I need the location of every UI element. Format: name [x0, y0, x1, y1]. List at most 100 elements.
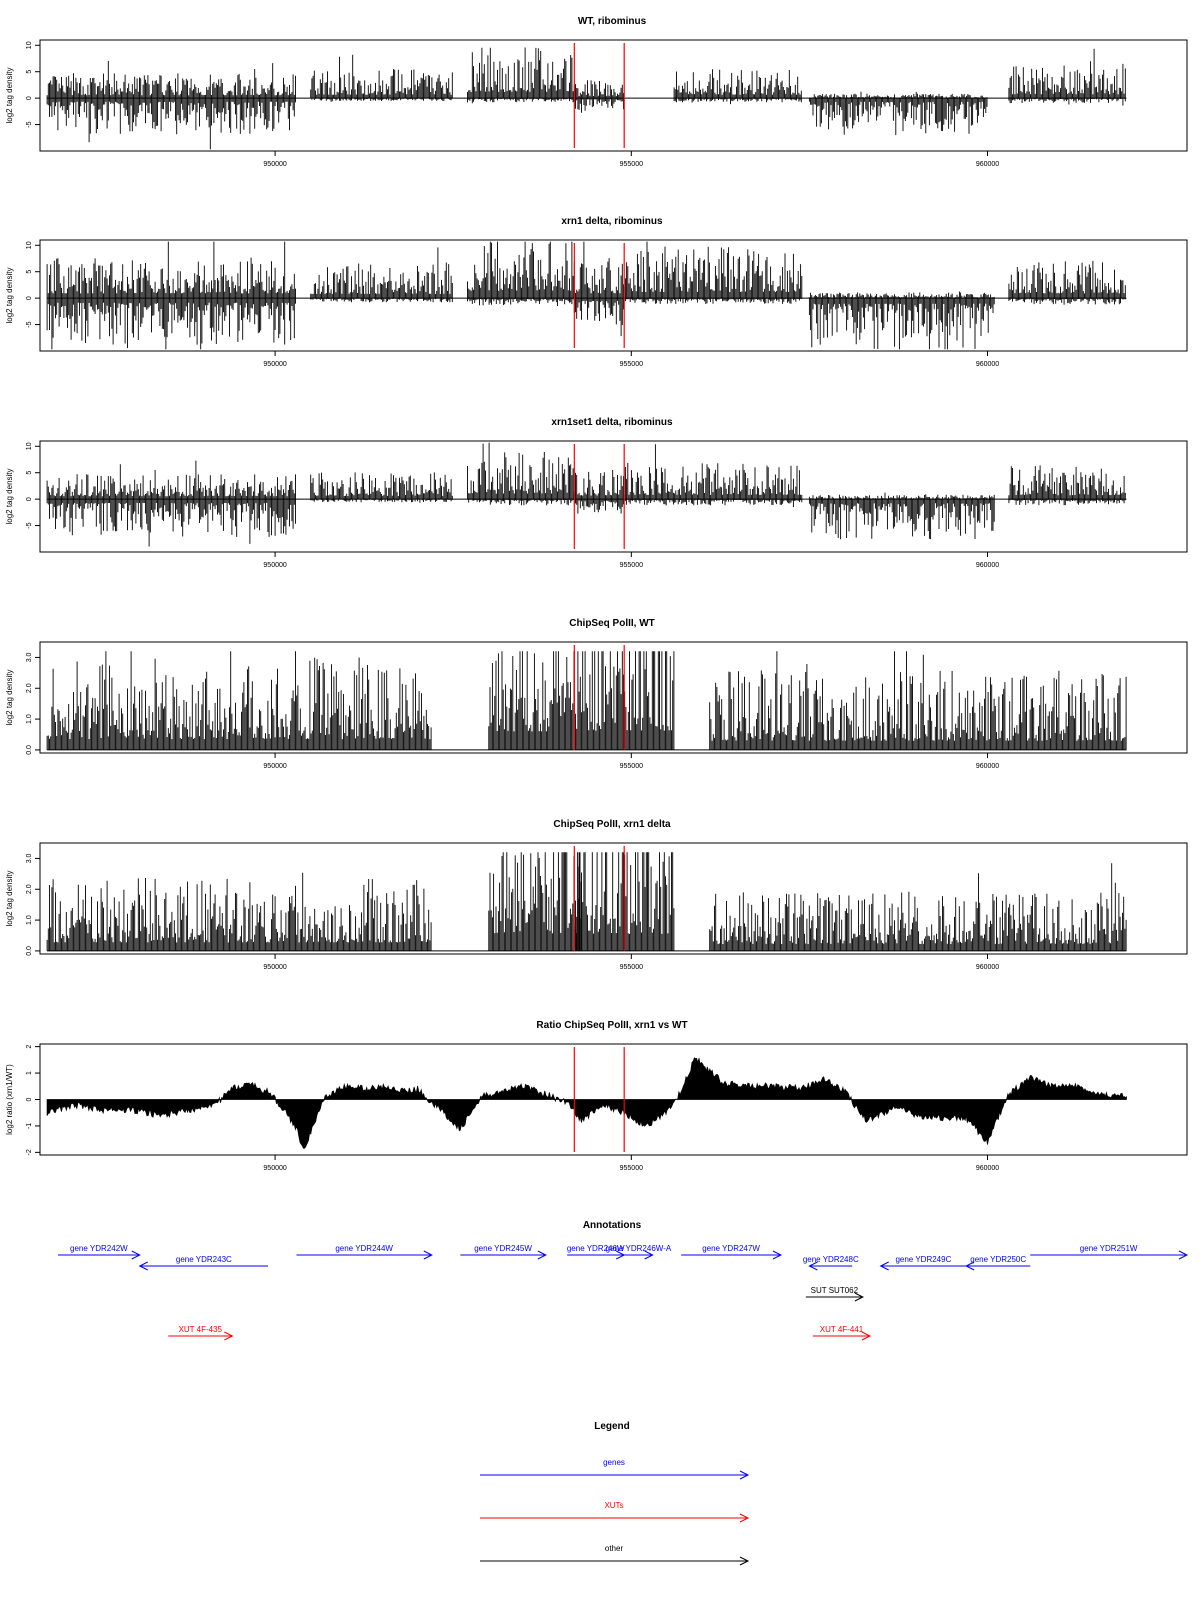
- x-tick-label: 950000: [263, 763, 286, 770]
- x-axis: 950000 955000 960000: [263, 753, 999, 770]
- y-tick-label: 5: [26, 70, 33, 74]
- annotation-feature: XUT 4F-435: [168, 1325, 234, 1341]
- annotation-label: gene YDR247W: [702, 1244, 760, 1253]
- annotation-label: XUT 4F-441: [820, 1325, 864, 1334]
- y-tick-label: 10: [26, 241, 33, 249]
- arrow-head: [224, 1331, 234, 1341]
- x-tick-label: 950000: [263, 361, 286, 368]
- y-axis-label: log2 tag density: [5, 870, 14, 926]
- x-tick-label: 955000: [620, 1165, 643, 1172]
- legend-item: XUTs: [480, 1501, 750, 1523]
- y-tick-label: 0: [26, 96, 33, 100]
- y-axis: -5 0 5 10: [26, 41, 40, 128]
- y-tick-label: 1: [26, 1071, 33, 1075]
- signal-bars: [46, 872, 432, 951]
- y-tick-label: -5: [26, 121, 33, 127]
- x-tick-label: 955000: [620, 161, 643, 168]
- y-tick-label: 10: [26, 442, 33, 450]
- y-tick-label: 1.0: [26, 714, 33, 724]
- plot-area: [46, 645, 1127, 751]
- signal-bars: [573, 241, 624, 337]
- arrow-head: [808, 1261, 818, 1271]
- signal-segment: [1008, 48, 1126, 106]
- y-axis-label: log2 tag density: [5, 669, 14, 725]
- annotation-label: SUT SUT062: [811, 1286, 859, 1295]
- y-axis: -5 0 5 10: [26, 442, 40, 529]
- signal-segment: [709, 863, 1127, 951]
- signal-bars: [46, 460, 296, 547]
- x-axis: 950000 955000 960000: [263, 1155, 999, 1172]
- x-tick-label: 950000: [263, 161, 286, 168]
- y-tick-label: 0: [26, 497, 33, 501]
- signal-segment: [310, 472, 453, 503]
- annotation-feature: gene YDR251W: [1030, 1244, 1189, 1260]
- track-panel: WT, ribominus log2 tag density -5 0 5 10 95000…: [5, 16, 1188, 168]
- y-axis: 0.0 1.0 2.0 3.0: [26, 652, 40, 755]
- arrow-head: [739, 1470, 750, 1480]
- signal-segment: [808, 291, 995, 350]
- signal-segment: [310, 247, 453, 303]
- signal-bars: [46, 61, 296, 150]
- legend-title: Legend: [594, 1421, 630, 1432]
- signal-segment: [573, 80, 624, 113]
- track-panel: xrn1set1 delta, ribominus log2 tag densit…: [5, 417, 1188, 569]
- signal-segment: [46, 460, 296, 547]
- y-tick-label: 10: [26, 41, 33, 49]
- legend-label: other: [605, 1544, 624, 1553]
- plot-frame: [39, 440, 1188, 553]
- annotation-label: gene YDR250C: [970, 1255, 1026, 1264]
- plot-area: [46, 1047, 1127, 1152]
- annotation-feature: XUT 4F-441: [812, 1325, 872, 1341]
- y-tick-label: 3.0: [26, 652, 33, 662]
- arrow-head: [423, 1250, 433, 1260]
- annotation-label: gene YDR251W: [1080, 1244, 1138, 1253]
- x-tick-label: 950000: [263, 1165, 286, 1172]
- signal-bars: [488, 852, 582, 951]
- signal-bars: [623, 241, 803, 304]
- signal-bars: [467, 241, 575, 306]
- ratio-area: [46, 1057, 1127, 1149]
- plot-area: [46, 43, 1127, 150]
- signal-segment: [573, 241, 624, 337]
- track-panel: Ratio ChipSeq PolII, xrn1 vs WT log2 rati…: [5, 1020, 1188, 1172]
- signal-segment: [46, 241, 296, 350]
- legend-label: genes: [603, 1458, 625, 1467]
- arrow-head: [854, 1292, 864, 1302]
- y-tick-label: 0.0: [26, 946, 33, 956]
- signal-bars: [46, 241, 296, 350]
- y-axis: -5 0 5 10: [26, 241, 40, 328]
- signal-segment: [488, 651, 575, 750]
- y-tick-label: -5: [26, 522, 33, 528]
- track-panel: ChipSeq PolII, WT log2 tag density 0.0 1.0 2…: [5, 618, 1188, 770]
- y-tick-label: 3.0: [26, 853, 33, 863]
- signal-segment: [46, 61, 296, 150]
- plot-frame: [39, 842, 1188, 955]
- y-tick-label: 2: [26, 1045, 33, 1049]
- panel-title: ChipSeq PolII, WT: [569, 618, 655, 629]
- legend-label: XUTs: [604, 1501, 623, 1510]
- y-axis-label: log2 tag density: [5, 267, 14, 323]
- signal-bars: [467, 47, 575, 104]
- annotation-feature: gene YDR246W: [567, 1244, 626, 1260]
- signal-bars: [709, 863, 1127, 951]
- signal-bars: [808, 291, 995, 350]
- signal-segment: [467, 47, 575, 104]
- annotation-label: gene YDR249C: [895, 1255, 951, 1264]
- x-tick-label: 960000: [976, 763, 999, 770]
- annotation-feature: gene YDR249C: [879, 1255, 967, 1271]
- signal-segment: [467, 442, 575, 506]
- annotations-title: Annotations: [583, 1220, 642, 1231]
- annotation-feature: gene YDR242W: [58, 1244, 141, 1260]
- signal-bars: [310, 54, 453, 102]
- y-tick-label: 0.0: [26, 745, 33, 755]
- arrow-head: [537, 1250, 547, 1260]
- y-tick-label: 0: [26, 296, 33, 300]
- annotation-feature: gene YDR250C: [965, 1255, 1031, 1271]
- x-tick-label: 960000: [976, 1165, 999, 1172]
- annotation-feature: gene YDR244W: [296, 1244, 433, 1260]
- signal-segment: [573, 470, 624, 514]
- y-tick-label: 2.0: [26, 683, 33, 693]
- annotation-feature: gene YDR243C: [138, 1255, 268, 1271]
